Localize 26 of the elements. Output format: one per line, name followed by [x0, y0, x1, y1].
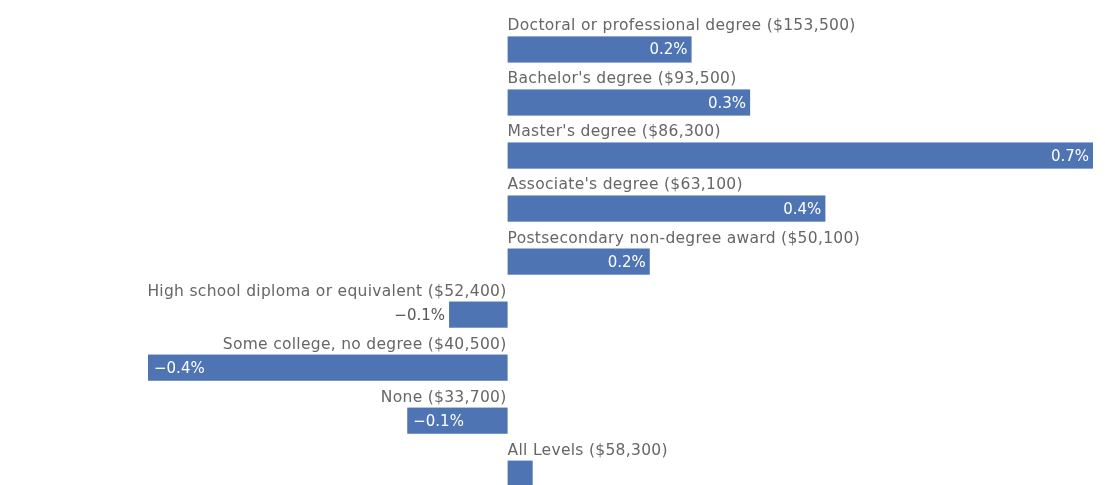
bar [407, 407, 508, 434]
y-tick-label: Doctoral or professional degree ($153,500) [507, 16, 856, 35]
bar [507, 89, 751, 116]
y-tick-label: Associate's degree ($63,100) [507, 175, 743, 194]
y-tick-label: All Levels ($58,300) [507, 440, 668, 459]
bar [507, 195, 826, 222]
y-tick-label: Postsecondary non-degree award ($50,100) [507, 228, 860, 247]
data-label: 0.2% [607, 252, 646, 271]
bar [148, 354, 508, 381]
data-label: −0.1% [394, 305, 446, 324]
y-tick-label: Some college, no degree ($40,500) [222, 334, 507, 353]
bar [507, 36, 692, 63]
bar [449, 301, 508, 328]
data-label: 0.7% [1050, 146, 1089, 165]
data-label: 0.4% [783, 199, 822, 218]
y-tick-label: Master's degree ($86,300) [507, 122, 721, 141]
bar [507, 460, 533, 485]
data-label: −0.4% [154, 358, 205, 377]
y-tick-label: High school diploma or equivalent ($52,400) [147, 281, 507, 300]
bar [507, 142, 1093, 169]
y-tick-label: Bachelor's degree ($93,500) [507, 69, 737, 88]
data-label: −0.1% [413, 411, 464, 430]
data-label: 0.2% [649, 40, 688, 59]
bar [507, 248, 650, 275]
y-tick-label: None ($33,700) [380, 387, 507, 406]
data-label: 0.3% [708, 93, 747, 112]
